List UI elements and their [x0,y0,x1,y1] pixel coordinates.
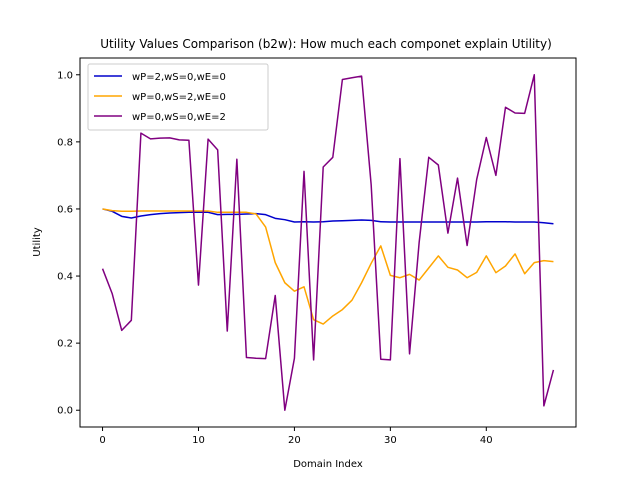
x-tick-label: 20 [288,435,301,446]
plot-border [79,57,577,428]
x-axis-label: Domain Index [293,459,363,470]
series-layer [101,74,555,411]
legend: wP=2,wS=0,wE=0 wP=0,wS=2,wE=0 wP=0,wS=0,wE… [87,63,269,131]
legend-label-3: wP=0,wS=0,wE=2 [132,112,226,123]
legend-label-1: wP=2,wS=0,wE=0 [132,72,226,83]
series-line-3 [101,74,555,411]
y-tick-label: 0.8 [57,137,73,148]
x-tick-label: 40 [480,435,493,446]
y-tick-label: 0.6 [57,204,73,215]
y-tick-label: 0.0 [57,406,73,417]
chart-title: Utility Values Comparison (b2w): How muc… [100,37,552,51]
y-tick-label: 0.4 [57,272,73,283]
x-tick-label: 0 [99,435,105,446]
x-tick-label: 10 [192,435,205,446]
y-tick-label: 0.2 [57,339,73,350]
x-tick-label: 30 [384,435,397,446]
legend-box [87,63,269,131]
y-tick-label: 1.0 [57,70,73,81]
legend-label-2: wP=0,wS=2,wE=0 [132,92,226,103]
x-axis: 0 10 20 30 40 [99,427,493,446]
y-axis: 0.0 0.2 0.4 0.6 0.8 1.0 [57,70,80,417]
y-axis-label: Utility [32,227,43,256]
series-line-2 [102,208,554,325]
series-line-1 [102,208,554,225]
